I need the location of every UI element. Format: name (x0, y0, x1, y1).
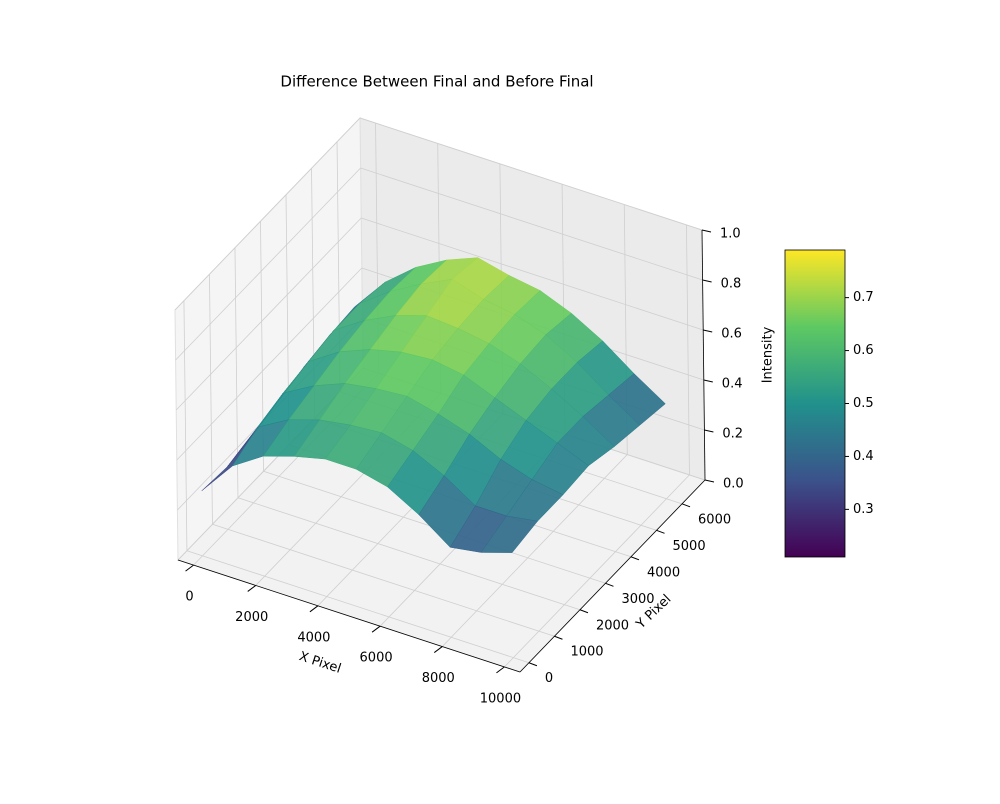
y-tick (630, 556, 640, 561)
y-tick (579, 609, 589, 614)
grid-line (504, 474, 690, 668)
y-tick-label: 3000 (621, 592, 654, 607)
z-tick-label: 1.0 (720, 227, 741, 242)
y-tick-label: 4000 (647, 565, 680, 580)
grid-line (175, 217, 362, 411)
x-tick-label: 4000 (297, 630, 330, 645)
x-tick (309, 605, 319, 613)
colorbar-tick-label: 0.6 (853, 343, 874, 358)
axis-line (519, 479, 706, 673)
x-tick-label: 0 (185, 590, 193, 605)
z-tick-label: 0.2 (722, 427, 743, 442)
z-tick-label: 0.4 (722, 377, 743, 392)
colorbar-tick-label: 0.4 (853, 449, 874, 464)
z-tick (701, 229, 712, 233)
y-tick-label: 6000 (698, 512, 731, 527)
grid-line (237, 497, 581, 611)
axis-line (701, 229, 706, 481)
z-tick (704, 429, 714, 433)
z-tick (703, 329, 713, 333)
x-tick (247, 585, 257, 592)
grid-line (359, 117, 703, 231)
grid-line (176, 267, 363, 461)
y-tick (605, 582, 614, 587)
grid-line (686, 224, 690, 475)
z-tick-label: 0.8 (721, 277, 742, 292)
y-tick (656, 529, 665, 534)
x-tick-label: 10000 (480, 691, 521, 706)
x-axis-label: X Pixel (297, 649, 343, 677)
surface-cell (480, 515, 539, 553)
y-tick-label: 0 (545, 671, 553, 686)
y-tick-label: 2000 (596, 618, 629, 633)
z-tick-label: 0.0 (723, 477, 744, 492)
z-tick (704, 479, 715, 483)
x-tick-label: 8000 (422, 671, 455, 686)
z-axis-label: Intensity (761, 326, 776, 383)
colorbar-tick-label: 0.7 (853, 290, 874, 305)
x-tick-label: 2000 (235, 610, 268, 625)
z-tick (702, 279, 712, 283)
colorbar-tick-label: 0.5 (853, 396, 874, 411)
grid-line (441, 454, 628, 647)
grid-line (174, 117, 361, 311)
x-tick (185, 564, 194, 572)
grid-line (361, 217, 704, 331)
x-tick (433, 646, 443, 653)
chart-title: Difference Between Final and Before Fina… (280, 73, 593, 91)
grid-line (175, 167, 361, 361)
colorbar-tick-label: 0.3 (853, 502, 874, 517)
x-tick (496, 666, 505, 674)
grid-line (186, 550, 530, 664)
grid-line (183, 300, 188, 551)
y-tick (554, 635, 563, 640)
z-tick-label: 0.6 (721, 327, 742, 342)
grid-line (212, 523, 555, 637)
colorbar (784, 249, 846, 558)
axis-line (177, 559, 521, 673)
x-tick (371, 625, 381, 633)
y-tick (528, 662, 538, 667)
z-tick (703, 379, 713, 383)
x-tick-label: 6000 (360, 651, 393, 666)
y-tick-label: 5000 (673, 539, 706, 554)
grid-line (360, 167, 703, 281)
y-tick (681, 503, 691, 508)
y-tick-label: 1000 (570, 645, 603, 660)
